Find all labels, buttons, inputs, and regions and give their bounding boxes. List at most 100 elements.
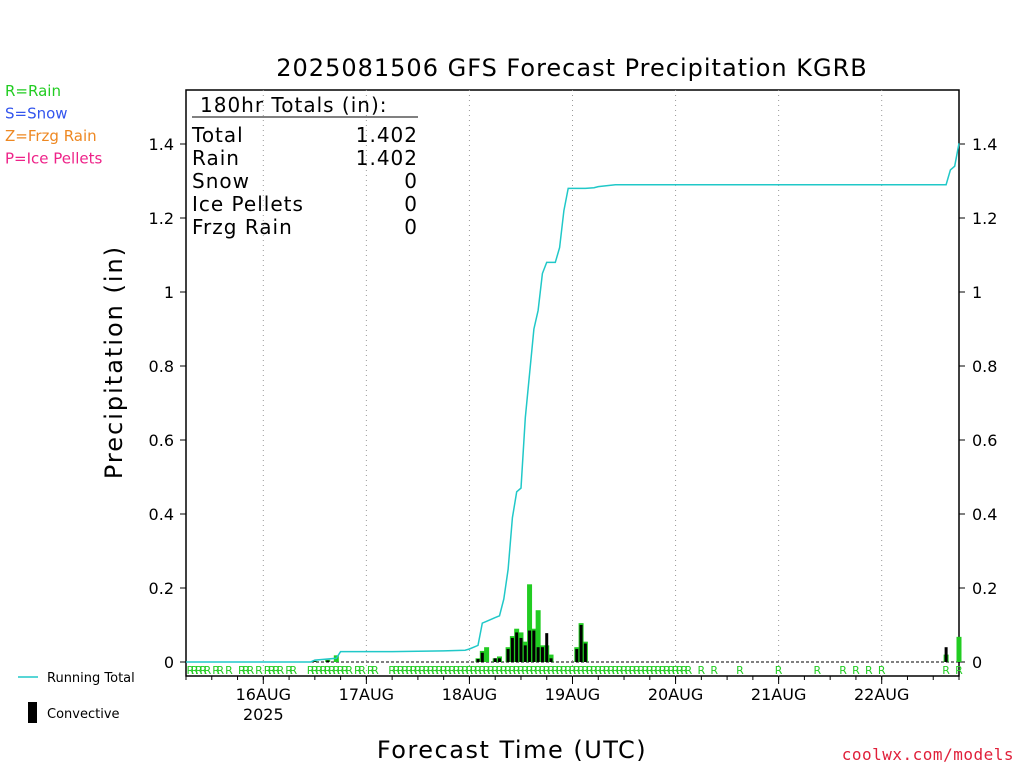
- totals-row-label: Ice Pellets: [192, 192, 304, 216]
- convective-bar: [944, 647, 948, 662]
- ptype-mark: R: [564, 664, 572, 677]
- ptype-mark: R: [320, 664, 328, 677]
- ptype-mark: R: [324, 664, 332, 677]
- plot-area-frame: [185, 89, 960, 677]
- ptype-mark: R: [328, 664, 336, 677]
- ptype-mark: R: [676, 664, 684, 677]
- ptype-mark: R: [225, 664, 233, 677]
- total-precip-bar: [535, 610, 541, 662]
- ptype-mark: R: [633, 664, 641, 677]
- ptype-mark: R: [663, 664, 671, 677]
- ptype-mark: R: [483, 664, 491, 677]
- x-tick-label: 17AUG: [339, 685, 394, 704]
- ptype-mark: R: [453, 664, 461, 677]
- convective-legend-label: Convective: [47, 707, 120, 722]
- ptype-mark: R: [487, 664, 495, 677]
- ptype-mark: R: [530, 664, 538, 677]
- y-tick-label-left: 0.8: [149, 357, 174, 376]
- ptype-mark: R: [491, 664, 499, 677]
- convective-bar: [519, 637, 523, 662]
- totals-row-label: Frzg Rain: [192, 215, 293, 239]
- y-tick-label-left: 0.6: [149, 431, 174, 450]
- ptype-mark: R: [217, 664, 225, 677]
- ptype-mark: R: [685, 664, 693, 677]
- ptype-mark: R: [560, 664, 568, 677]
- ptype-mark: R: [410, 664, 418, 677]
- ptype-legend-item: Z=Frzg Rain: [5, 127, 97, 145]
- y-tick-label-left: 1.4: [149, 135, 174, 154]
- totals-row-value: 0: [404, 192, 418, 216]
- ptype-mark: R: [461, 664, 469, 677]
- ptype-legend: R=Rain S=Snow Z=Frzg Rain P=Ice Pellets: [5, 82, 102, 168]
- convective-bar: [510, 637, 514, 662]
- ptype-mark: R: [573, 664, 581, 677]
- ptype-mark: R: [238, 664, 246, 677]
- y-tick-label-left: 0.2: [149, 579, 174, 598]
- convective-bar: [528, 630, 532, 662]
- ptype-mark: R: [513, 664, 521, 677]
- convective-bar: [549, 658, 553, 662]
- ptype-mark: R: [586, 664, 594, 677]
- ptype-mark: R: [521, 664, 529, 677]
- y-tick-label-left: 0: [164, 653, 174, 672]
- x-axis-label: Forecast Time (UTC): [377, 736, 647, 764]
- ptype-mark: R: [478, 664, 486, 677]
- y-axis-right: 0 0.2 0.4 0.6 0.8 1 1.2 1.4: [959, 135, 997, 672]
- ptype-mark: R: [551, 664, 559, 677]
- total-precip-bar: [527, 584, 533, 662]
- ptype-mark: R: [444, 664, 452, 677]
- ptype-mark: R: [504, 664, 512, 677]
- y-axis-left: 0 0.2 0.4 0.6 0.8 1 1.2 1.4: [149, 135, 186, 672]
- totals-box: 180hr Totals (in): Total 1.402 Rain 1.402 Sn…: [191, 93, 418, 239]
- ptype-mark: R: [358, 664, 366, 677]
- ptype-mark: R: [315, 664, 323, 677]
- ptype-mark: R: [474, 664, 482, 677]
- totals-rows: Total 1.402 Rain 1.402 Snow 0 Ice Pellets 0 Frzg…: [191, 123, 418, 239]
- x-tick-label: 20AUG: [648, 685, 703, 704]
- ptype-mark: R: [431, 664, 439, 677]
- y-tick-label-left: 0.4: [149, 505, 174, 524]
- total-precip-bars: [312, 584, 962, 662]
- convective-bar: [497, 658, 501, 662]
- ptype-mark: R: [186, 664, 194, 677]
- ptype-mark: R: [534, 664, 542, 677]
- ptype-mark: R: [242, 664, 250, 677]
- y-tick-label-left: 1: [164, 283, 174, 302]
- ptype-mark: R: [393, 664, 401, 677]
- x-tick-label: 18AUG: [442, 685, 497, 704]
- ptype-mark: R: [427, 664, 435, 677]
- convective-bar: [579, 625, 583, 662]
- totals-row-value: 0: [404, 169, 418, 193]
- ptype-mark: R: [436, 664, 444, 677]
- convective-bar: [476, 659, 480, 662]
- ptype-mark: R: [345, 664, 353, 677]
- ptype-legend-item: R=Rain: [5, 82, 61, 100]
- ptype-mark: R: [942, 664, 950, 677]
- ptype-mark: R: [526, 664, 534, 677]
- ptype-mark: R: [337, 664, 345, 677]
- ptype-mark: R: [839, 664, 847, 677]
- totals-row-label: Snow: [192, 169, 250, 193]
- ptype-mark: R: [332, 664, 340, 677]
- ptype-mark: R: [354, 664, 362, 677]
- ptype-mark: R: [470, 664, 478, 677]
- ptype-mark: R: [247, 664, 255, 677]
- ptype-mark: R: [457, 664, 465, 677]
- ptype-mark: R: [646, 664, 654, 677]
- y-tick-label-right: 0.4: [972, 505, 997, 524]
- ptype-mark: R: [655, 664, 663, 677]
- convective-bar: [480, 652, 484, 662]
- ptype-mark: R: [547, 664, 555, 677]
- series-legend: Running Total Convective: [18, 671, 135, 723]
- ptype-mark: R: [268, 664, 276, 677]
- ptype-mark: R: [277, 664, 285, 677]
- ptype-mark: R: [212, 664, 220, 677]
- ptype-mark: R: [813, 664, 821, 677]
- ptype-mark: R: [397, 664, 405, 677]
- ptype-mark: R: [496, 664, 504, 677]
- ptype-mark: R: [556, 664, 564, 677]
- ptype-mark: R: [620, 664, 628, 677]
- ptype-mark: R: [629, 664, 637, 677]
- ptype-mark: R: [543, 664, 551, 677]
